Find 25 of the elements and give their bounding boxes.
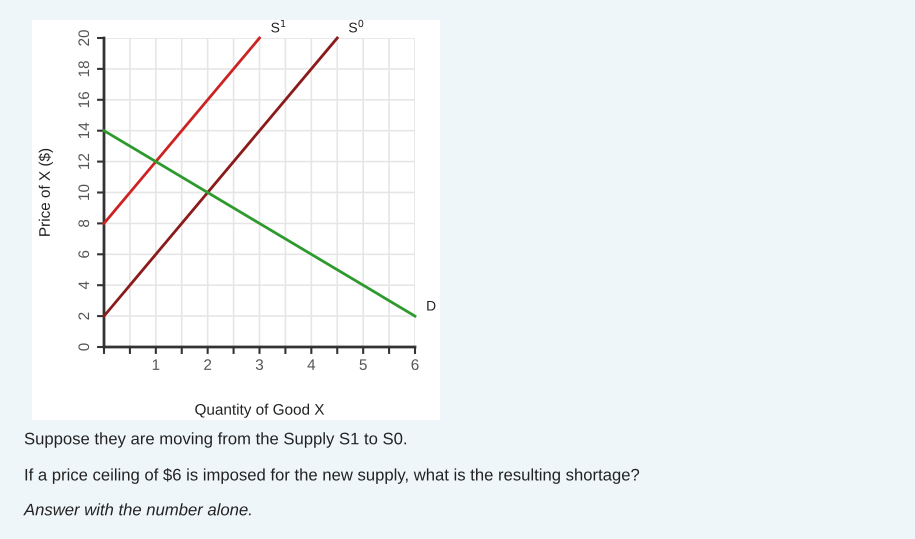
y-tick-label: 10 — [78, 184, 90, 200]
y-tick-label: 14 — [78, 122, 90, 138]
y-tick-label: 20 — [78, 30, 90, 46]
x-tick-label: 6 — [412, 359, 419, 370]
x-tick-label: 1 — [152, 359, 160, 370]
y-tick-label: 0 — [78, 343, 90, 351]
y-tick-label: 6 — [78, 250, 90, 258]
series-label: D — [427, 300, 436, 311]
series-label: S$^{1}$ — [271, 20, 286, 32]
x-tick-label: 3 — [256, 359, 264, 370]
y-tick-label: 4 — [78, 281, 90, 290]
x-tick-label: 2 — [204, 359, 212, 370]
y-tick-label: 8 — [78, 220, 90, 227]
x-axis-title: Quantity of Good X — [195, 404, 324, 418]
y-axis-title: Price of X ($) — [38, 148, 53, 236]
text: Answer with the number alone. — [23, 503, 251, 516]
y-tick-label: 16 — [78, 92, 90, 108]
y-tick-label: 12 — [78, 154, 90, 169]
x-tick-label: 5 — [360, 359, 367, 370]
series-label: S$^{0}$ — [348, 20, 364, 32]
y-tick-label: 18 — [78, 61, 90, 76]
text: If a price ceiling of $6 is imposed for the new supply, what is the resulting shortage? — [26, 468, 640, 484]
x-tick-label: 4 — [307, 359, 316, 370]
text: Suppose they are moving from the Supply S1 to S0. — [24, 432, 406, 448]
y-tick-label: 2 — [78, 312, 90, 320]
